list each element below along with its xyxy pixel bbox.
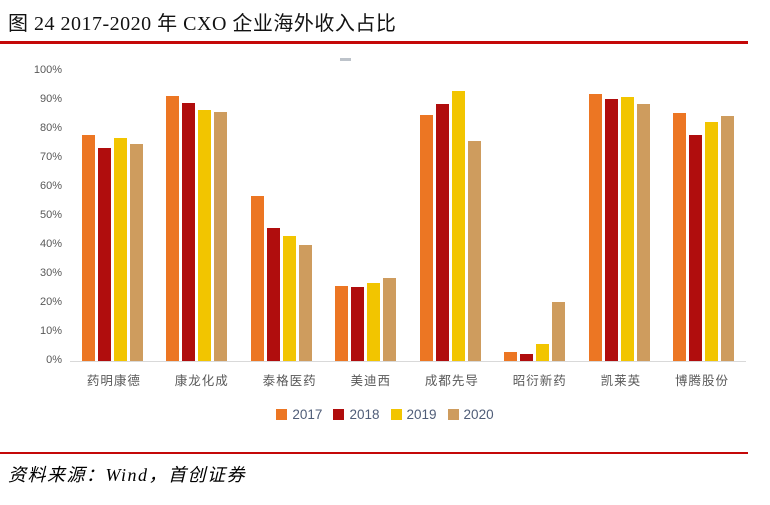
bar-2017 xyxy=(673,113,687,361)
bar-2017 xyxy=(81,134,95,361)
bar-2019 xyxy=(620,97,634,361)
bar-2020 xyxy=(214,111,228,361)
x-category-label: 凯莱英 xyxy=(600,374,642,388)
figure-title: 图 24 2017-2020 年 CXO 企业海外收入占比 xyxy=(8,13,397,35)
bar-group-6 xyxy=(504,301,566,361)
bar-2019 xyxy=(113,137,127,361)
bar-2017 xyxy=(250,195,264,361)
bar-2020 xyxy=(298,245,312,361)
bar-group-4 xyxy=(335,278,397,361)
legend-item-2019: 2019 xyxy=(390,407,437,422)
bar-2019 xyxy=(705,121,719,361)
y-tick-label: 0% xyxy=(46,354,62,366)
bar-2019 xyxy=(198,110,212,361)
legend-swatch-icon xyxy=(333,409,345,420)
y-axis: 0% 10% 20% 30% 40% 50% 60% 70% 80% 90% 100% xyxy=(0,64,62,366)
bar-2020 xyxy=(552,301,566,361)
bar-group-8 xyxy=(673,113,735,361)
plot-area xyxy=(70,71,746,362)
y-tick-label: 90% xyxy=(39,93,62,105)
legend-label: 2020 xyxy=(463,407,494,422)
title-underline-rule xyxy=(0,41,748,44)
source-note: 资料来源：Wind，首创证券 xyxy=(8,465,247,485)
legend-label: 2019 xyxy=(406,407,437,422)
x-category-label: 昭衍新药 xyxy=(512,374,567,388)
bar-2019 xyxy=(282,236,296,361)
bar-group-7 xyxy=(588,94,650,361)
bar-group-1 xyxy=(81,134,143,361)
bar-2017 xyxy=(419,114,433,361)
bar-2018 xyxy=(689,134,703,361)
x-category-label: 康龙化成 xyxy=(174,374,229,388)
x-category-label: 美迪西 xyxy=(350,374,392,388)
bar-2020 xyxy=(383,278,397,361)
bar-2020 xyxy=(129,143,143,361)
legend-swatch-icon xyxy=(447,409,459,420)
y-tick-label: 20% xyxy=(39,296,62,308)
bar-2019 xyxy=(536,343,550,361)
bar-2019 xyxy=(451,91,465,361)
bar-2017 xyxy=(335,285,349,361)
legend-swatch-icon xyxy=(276,409,288,420)
y-tick-label: 30% xyxy=(39,267,62,279)
y-tick-label: 10% xyxy=(39,325,62,337)
stray-mark xyxy=(340,58,351,61)
bar-group-3 xyxy=(250,195,312,361)
bar-2017 xyxy=(504,352,518,361)
x-category-label: 药明康德 xyxy=(86,374,141,388)
bar-2017 xyxy=(588,94,602,361)
legend: 2017 2018 2019 2020 xyxy=(0,407,770,422)
y-tick-label: 50% xyxy=(39,209,62,221)
bar-group-5 xyxy=(419,91,481,361)
bar-2019 xyxy=(367,282,381,361)
bar-2020 xyxy=(721,116,735,361)
legend-label: 2017 xyxy=(292,407,323,422)
bar-2018 xyxy=(182,102,196,361)
legend-label: 2018 xyxy=(349,407,380,422)
bar-groups xyxy=(70,71,746,361)
bar-2018 xyxy=(97,147,111,361)
bar-2018 xyxy=(604,98,618,361)
y-tick-label: 80% xyxy=(39,122,62,134)
bar-2018 xyxy=(351,287,365,361)
y-tick-label: 60% xyxy=(39,180,62,192)
bar-2018 xyxy=(520,353,534,361)
bar-2020 xyxy=(636,104,650,361)
legend-item-2018: 2018 xyxy=(333,407,380,422)
x-category-label: 博腾股份 xyxy=(675,374,730,388)
bar-group-2 xyxy=(166,95,228,361)
bar-2020 xyxy=(467,140,481,361)
x-axis: 药明康德 康龙化成 泰格医药 美迪西 成都先导 昭衍新药 凯莱英 博腾股份 xyxy=(70,370,746,389)
x-category-label: 泰格医药 xyxy=(262,374,317,388)
y-tick-label: 70% xyxy=(39,151,62,163)
bar-2018 xyxy=(435,104,449,361)
bar-2018 xyxy=(266,227,280,361)
footer-separator-rule xyxy=(0,452,748,454)
x-category-label: 成都先导 xyxy=(424,374,479,388)
legend-item-2020: 2020 xyxy=(447,407,494,422)
legend-swatch-icon xyxy=(390,409,402,420)
legend-item-2017: 2017 xyxy=(276,407,322,422)
bar-2017 xyxy=(166,95,180,361)
y-tick-label: 100% xyxy=(33,64,62,76)
y-tick-label: 40% xyxy=(39,238,62,250)
